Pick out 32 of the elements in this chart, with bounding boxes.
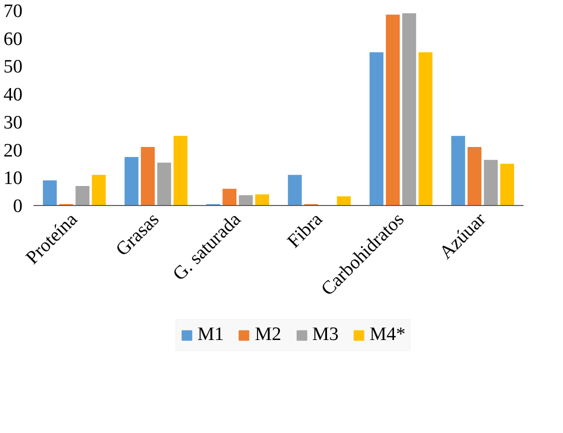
- bar: [222, 188, 236, 206]
- bar: [76, 186, 90, 206]
- bar: [500, 164, 514, 206]
- bar: [157, 162, 172, 206]
- legend-label: M4*: [370, 324, 406, 346]
- y-tick-label: 10: [4, 168, 22, 190]
- y-tick-label: 40: [4, 84, 22, 106]
- legend-label: M3: [312, 324, 339, 346]
- bar: [451, 136, 466, 206]
- bar: [238, 195, 253, 206]
- legend-label: M2: [254, 324, 282, 346]
- bar: [255, 194, 270, 206]
- bar: [42, 180, 57, 206]
- bar: [402, 13, 416, 206]
- bar: [288, 174, 302, 206]
- bar: [484, 160, 498, 206]
- bar: [370, 52, 384, 206]
- y-tick-label: 30: [4, 112, 22, 134]
- y-tick-label: 60: [4, 28, 22, 50]
- bar: [124, 157, 138, 206]
- y-tick-label: 0: [13, 196, 22, 217]
- bar: [386, 14, 400, 206]
- bar: [140, 147, 155, 206]
- bar: [174, 136, 188, 206]
- bar: [92, 174, 106, 206]
- y-tick-label: 50: [4, 56, 22, 78]
- legend-label: M1: [197, 324, 224, 346]
- bar: [418, 52, 432, 206]
- y-tick-label: 20: [4, 140, 22, 162]
- y-tick-label: 70: [4, 1, 22, 22]
- bar: [468, 147, 482, 206]
- bar: [336, 196, 351, 206]
